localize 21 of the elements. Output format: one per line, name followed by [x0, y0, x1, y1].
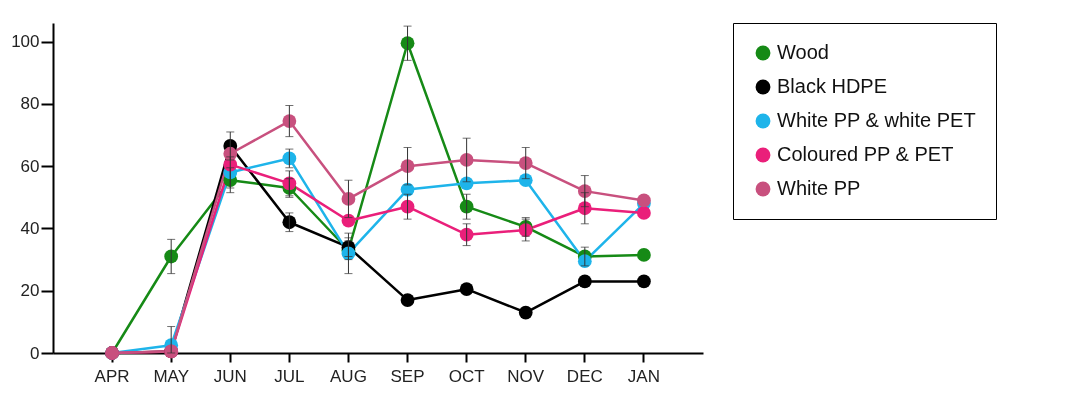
- y-tick-label: 80: [20, 94, 40, 114]
- x-tick-label: OCT: [448, 366, 485, 386]
- legend-label: White PP: [777, 177, 861, 199]
- x-tick-label: SEP: [390, 366, 425, 386]
- x-tick-label: APR: [94, 366, 130, 386]
- legend-label: Coloured PP & PET: [777, 143, 954, 165]
- x-tick-label: JUL: [274, 366, 305, 386]
- x-tick-label: DEC: [566, 366, 603, 386]
- x-tick-label: NOV: [507, 366, 545, 386]
- legend-label: Black HDPE: [777, 75, 888, 97]
- legend-label: White PP & white PET: [777, 109, 976, 131]
- y-tick-label: 20: [20, 281, 40, 301]
- x-tick-label: JAN: [627, 366, 660, 386]
- y-tick-label: 0: [30, 343, 40, 363]
- x-tick-label: AUG: [330, 366, 367, 386]
- x-tick-label: MAY: [153, 366, 189, 386]
- y-tick-label: 40: [20, 218, 40, 238]
- x-tick-label: JUN: [213, 366, 247, 386]
- legend-label: Wood: [777, 41, 829, 63]
- y-tick-label: 100: [11, 32, 40, 52]
- y-tick-label: 60: [20, 156, 40, 176]
